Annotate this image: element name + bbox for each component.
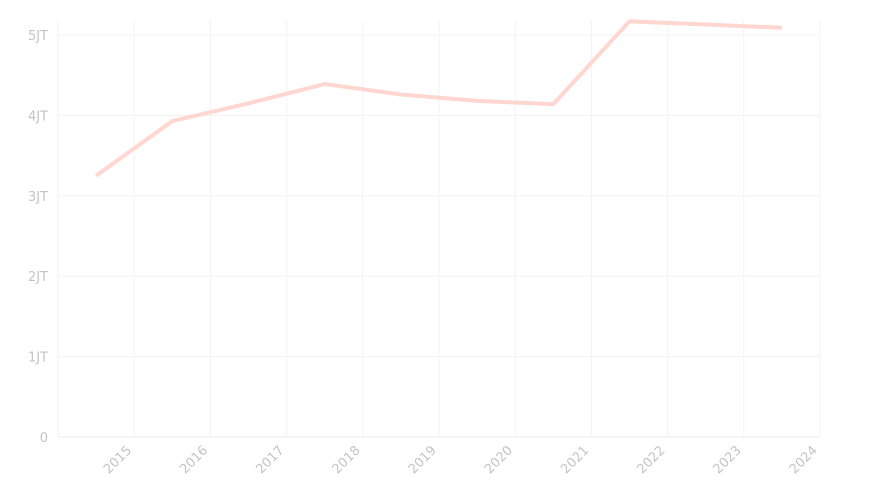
x-tick-label: 2020 (482, 443, 516, 477)
y-tick-label: 5JT (28, 29, 48, 44)
x-tick-label: 2019 (406, 443, 440, 477)
grid (58, 20, 820, 437)
y-tick-label: 0 (40, 431, 48, 446)
x-axis: 2015 2016 2017 2018 2019 2020 2021 2022 2023 2024 (101, 443, 821, 477)
x-tick-label: 2023 (711, 443, 745, 477)
y-tick-label: 2JT (28, 270, 48, 285)
x-tick-label: 2018 (330, 443, 364, 477)
x-tick-label: 2015 (101, 443, 135, 477)
x-tick-label: 2022 (634, 443, 668, 477)
x-tick-label: 2021 (558, 443, 592, 477)
x-tick-label: 2017 (253, 443, 287, 477)
x-tick-label: 2016 (177, 443, 211, 477)
y-tick-label: 4JT (28, 109, 48, 124)
y-axis: 0 1JT 2JT 3JT 4JT 5JT (28, 29, 48, 446)
y-tick-label: 1JT (28, 351, 48, 366)
x-tick-label: 2024 (787, 443, 821, 477)
y-tick-label: 3JT (28, 190, 48, 205)
